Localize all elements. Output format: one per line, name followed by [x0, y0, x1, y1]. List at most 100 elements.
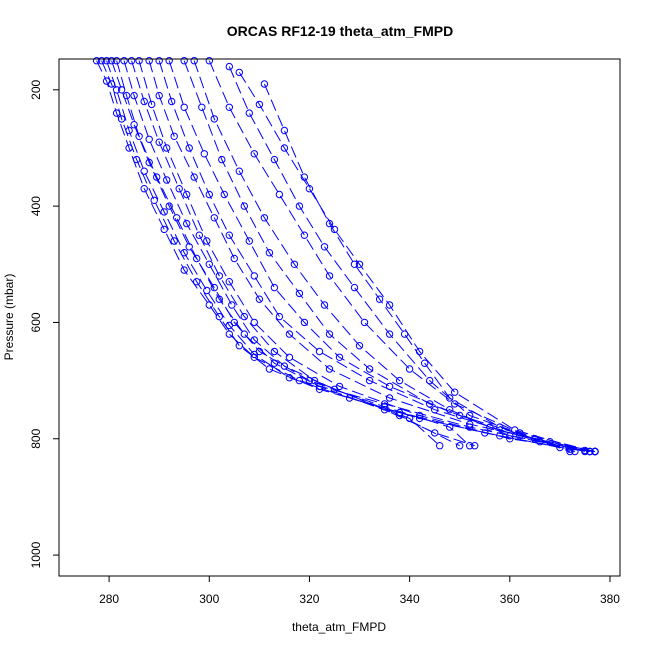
- y-tick-label: 1000: [29, 541, 43, 568]
- chart-title: ORCAS RF12-19 theta_atm_FMPD: [227, 23, 453, 39]
- data-point: [320, 243, 329, 251]
- data-point: [456, 411, 464, 420]
- data-point: [225, 231, 234, 239]
- data-point: [260, 80, 269, 88]
- data-point: [102, 57, 111, 65]
- data-point: [360, 318, 369, 327]
- data-point: [185, 144, 193, 152]
- data-point: [275, 312, 284, 321]
- data-point: [165, 202, 173, 210]
- data-point: [203, 286, 211, 295]
- data-point: [215, 295, 224, 303]
- data-point: [228, 301, 236, 309]
- data-point: [215, 272, 224, 280]
- data-point: [250, 336, 259, 344]
- data-point: [205, 260, 214, 268]
- data-point: [180, 57, 188, 65]
- data-point: [436, 442, 444, 450]
- data-point: [586, 447, 594, 456]
- series-12: [180, 57, 579, 456]
- data-point: [405, 365, 414, 373]
- data-point: [431, 406, 439, 414]
- data-point: [375, 295, 384, 303]
- data-point: [225, 62, 234, 71]
- data-point: [135, 132, 143, 141]
- data-point: [230, 318, 239, 327]
- x-tick-label: 340: [400, 592, 420, 606]
- y-axis-title: Pressure (mbar): [2, 274, 16, 361]
- data-point: [130, 121, 138, 129]
- data-point: [446, 394, 454, 402]
- data-point: [380, 406, 389, 414]
- data-point: [300, 231, 309, 239]
- data-point: [153, 173, 161, 181]
- y-axis: 200 400 600 800 1000: [29, 79, 60, 568]
- data-point: [218, 155, 226, 164]
- data-point: [285, 374, 294, 382]
- data-point: [195, 231, 204, 239]
- y-tick-label: 200: [29, 79, 43, 99]
- data-point: [245, 237, 254, 245]
- data-point: [205, 190, 214, 199]
- data-point: [285, 353, 294, 361]
- data-point: [210, 283, 219, 292]
- data-point: [270, 347, 279, 356]
- series-line: [263, 83, 571, 452]
- data-point: [175, 185, 183, 193]
- data-point: [180, 266, 188, 274]
- data-point: [385, 394, 394, 402]
- data-point: [325, 365, 334, 373]
- data-point: [250, 318, 259, 327]
- data-point: [471, 442, 479, 450]
- data-point: [310, 376, 319, 385]
- data-point: [300, 173, 309, 181]
- data-point: [280, 362, 289, 370]
- data-point: [235, 167, 244, 175]
- data-point: [290, 260, 299, 268]
- data-point: [365, 376, 374, 385]
- data-point: [591, 447, 599, 456]
- series-17: [260, 80, 574, 456]
- data-point: [400, 330, 409, 338]
- data-point: [92, 57, 101, 65]
- series-line: [138, 60, 596, 452]
- data-point: [140, 97, 148, 106]
- data-point: [190, 57, 198, 65]
- data-point: [280, 126, 289, 135]
- data-point: [155, 91, 163, 100]
- data-point: [426, 376, 434, 385]
- series-line: [106, 60, 596, 452]
- data-point: [466, 411, 474, 420]
- series-line: [228, 66, 596, 452]
- data-point: [255, 295, 264, 303]
- x-tick-label: 380: [600, 592, 620, 606]
- data-point: [446, 423, 454, 431]
- data-point: [117, 86, 126, 94]
- data-point: [571, 447, 579, 456]
- y-tick-label: 400: [29, 196, 43, 216]
- data-point: [120, 57, 128, 65]
- data-point: [250, 272, 259, 280]
- data-point: [270, 155, 279, 164]
- data-point: [451, 388, 459, 396]
- data-point: [265, 365, 274, 373]
- series-line: [183, 60, 576, 452]
- series-line: [131, 60, 475, 447]
- data-point: [285, 330, 294, 338]
- data-point: [315, 347, 324, 356]
- series-line: [158, 60, 586, 452]
- data-point: [225, 278, 234, 286]
- data-point: [325, 330, 334, 338]
- data-point: [145, 135, 153, 144]
- data-point: [566, 447, 574, 456]
- series-line: [238, 72, 591, 452]
- series-line: [96, 60, 585, 451]
- series-line: [116, 60, 460, 447]
- data-point: [250, 150, 259, 158]
- data-point: [240, 202, 249, 210]
- data-point: [215, 312, 224, 321]
- data-point: [160, 225, 168, 234]
- data-point: [140, 185, 148, 193]
- data-point: [270, 359, 279, 367]
